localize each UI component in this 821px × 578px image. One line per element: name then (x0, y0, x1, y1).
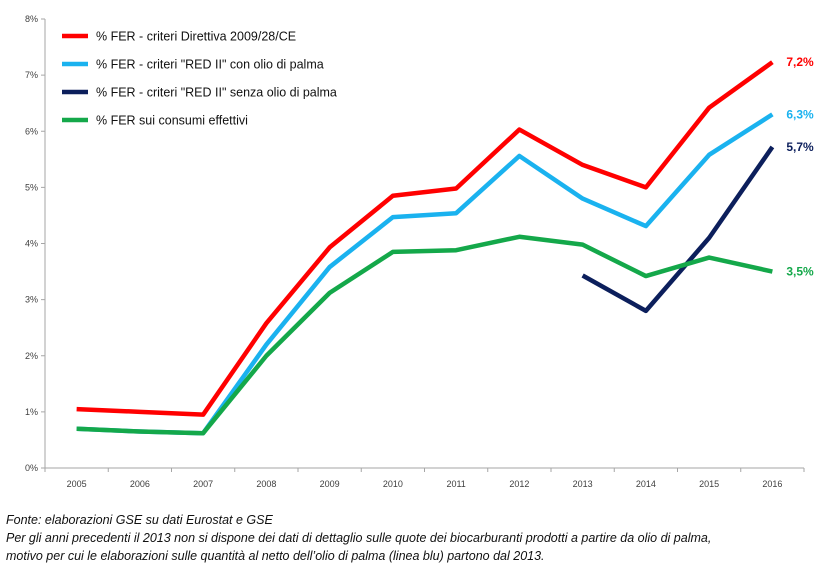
y-tick-label: 1% (25, 407, 38, 417)
x-tick-label: 2014 (636, 479, 656, 489)
line-chart: 0% 1% 2% 3% 4% 5% 6% 7% 8% 2005 2006 2007 2008 2009 20… (25, 14, 814, 489)
y-tick-label: 6% (25, 126, 38, 136)
legend: % FER - criteri Direttiva 2009/28/CE % FE… (62, 30, 337, 128)
x-tick-label: 2012 (509, 479, 529, 489)
series-lines (76, 60, 775, 436)
x-tick-label: 2010 (383, 479, 403, 489)
x-tick-label: 2009 (320, 479, 340, 489)
y-tick-label: 3% (25, 295, 38, 305)
footnote-line-2: motivo per cui le elaborazioni sulle qua… (6, 549, 545, 563)
x-tick-label: 2011 (446, 479, 465, 489)
y-tick-label: 4% (25, 239, 38, 249)
series-line-4 (76, 234, 773, 436)
y-tick-label: 5% (25, 182, 38, 192)
footnote-line-1: Per gli anni precedenti il 2013 non si d… (6, 531, 712, 545)
legend-entry: % FER - criteri "RED II" con olio di pal… (96, 58, 324, 72)
x-tick-label: 2015 (699, 479, 719, 489)
legend-entry: % FER - criteri "RED II" senza olio di p… (96, 86, 337, 100)
x-tick-label: 2016 (762, 479, 782, 489)
x-tick-label: 2013 (573, 479, 593, 489)
end-value-label: 6,3% (786, 107, 814, 121)
end-value-label: 7,2% (786, 55, 814, 69)
series-line-1 (76, 60, 774, 417)
legend-entry: % FER - criteri Direttiva 2009/28/CE (96, 30, 296, 44)
source-note: Fonte: elaborazioni GSE su dati Eurostat… (6, 513, 273, 527)
series-line-3 (581, 145, 775, 314)
x-tick-label: 2006 (130, 479, 150, 489)
chart-axes: 0% 1% 2% 3% 4% 5% 6% 7% 8% 2005 2006 2007 2008 2009 20… (25, 14, 805, 489)
x-tick-label: 2008 (256, 479, 276, 489)
y-tick-label: 0% (25, 463, 38, 473)
legend-entry: % FER sui consumi effettivi (96, 114, 248, 128)
y-tick-label: 2% (25, 351, 38, 361)
end-value-label: 3,5% (786, 265, 814, 279)
x-tick-label: 2005 (67, 479, 87, 489)
end-value-label: 5,7% (786, 140, 814, 154)
x-tick-label: 2007 (193, 479, 213, 489)
y-tick-label: 7% (25, 70, 38, 80)
y-tick-label: 8% (25, 14, 38, 24)
end-value-labels: 7,2% 6,3% 5,7% 3,5% (786, 55, 814, 278)
